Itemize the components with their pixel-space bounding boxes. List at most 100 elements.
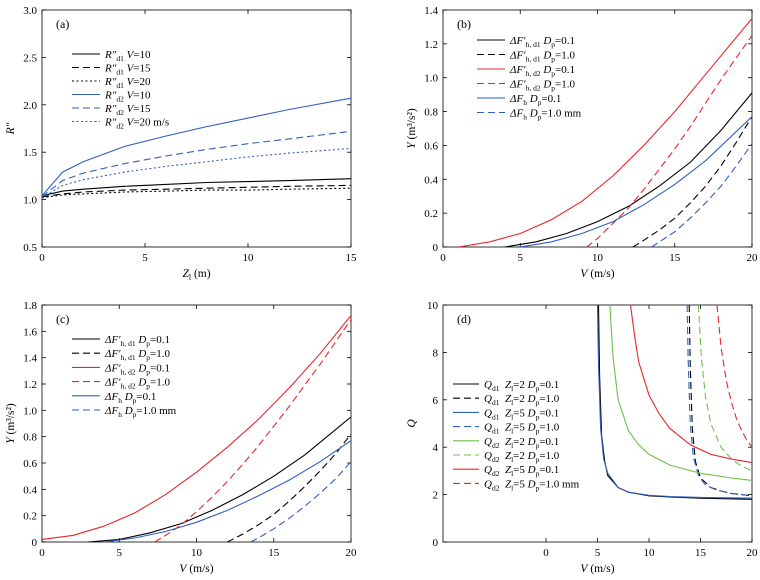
text-part: d2: [492, 483, 500, 492]
panel-c: 0 5 10 15 20 0 0.2 0.4 0.6 0.8 1.0 1.2 1.4 1.6 1.8 (c) V…: [5, 300, 357, 575]
text-part: =0.1: [539, 379, 559, 391]
legend-entry: R″d2 V=10: [104, 90, 151, 104]
legend-entry: ΔF′h, d2 Dp=0.1: [104, 362, 170, 376]
series-line-3: [42, 315, 351, 540]
y-tick-label: 1.0: [23, 405, 37, 417]
text-part: p: [536, 384, 540, 393]
text-part: =20: [133, 76, 151, 88]
x-tick-label: 15: [346, 252, 358, 264]
text-part: =0.1: [539, 436, 559, 448]
legend-entry: Qd2 Zl=2 Dp=0.1: [484, 436, 559, 450]
series-line-8: [716, 305, 752, 448]
y-tick-label: 0.2: [424, 208, 438, 220]
text-part: h, d2: [526, 84, 541, 93]
text-part: V: [124, 90, 135, 102]
text-part: Z: [499, 379, 512, 391]
text-part: =1.0: [555, 79, 575, 91]
text-part: h, d1: [121, 339, 136, 348]
text-part: D: [525, 450, 536, 462]
text-part: Z: [499, 464, 512, 476]
text-part: V: [179, 563, 188, 575]
text-part: d2: [116, 95, 124, 104]
text-part: Q: [406, 419, 418, 428]
text-part: V: [124, 49, 135, 61]
text-part: d2: [492, 469, 500, 478]
panel-a: 0 5 10 150.51.01.52.02.53.0(a)Zl (m)R″R″d1 …: [5, 5, 357, 282]
y-axis-label: Y (m³/s²): [406, 108, 418, 149]
x-tick-label: 10: [592, 252, 604, 264]
text-part: (m/s): [587, 268, 614, 280]
y-tick-label: 1.0: [23, 195, 37, 207]
text-part: Z: [499, 436, 512, 448]
text-part: h, d1: [121, 353, 136, 362]
series-group: [596, 305, 752, 500]
text-part: =0.1: [136, 391, 156, 403]
series-line-4: [686, 305, 752, 497]
text-part: l: [511, 412, 513, 421]
text-part: Z: [499, 450, 512, 462]
text-part: l: [189, 273, 192, 282]
text-part: (m/s): [186, 563, 213, 575]
text-part: ΔF′: [509, 50, 526, 62]
text-part: ΔF′: [509, 35, 526, 47]
legend-entry: ΔF′h, d2 Dp=1.0: [104, 377, 171, 391]
legend-entry: ΔFh Dp=1.0 mm: [104, 405, 177, 419]
series-line-6: [651, 143, 752, 247]
text-part: (m/s): [587, 563, 614, 575]
text-part: (m): [191, 268, 211, 280]
text-part: =5: [513, 422, 525, 434]
legend-entry: Qd2 Zl=5 Dp=1.0 mm: [484, 478, 580, 492]
text-part: p: [133, 396, 137, 405]
text-part: =2: [513, 436, 525, 448]
text-part: R″: [104, 76, 117, 88]
legend-entry: ΔF′h, d1 Dp=1.0: [509, 50, 576, 64]
x-tick-label: 5: [518, 252, 524, 264]
text-part: D: [525, 464, 536, 476]
y-tick-label: 0.6: [424, 140, 438, 152]
legend-entry: Qd1 Zl=2 Dp=0.1: [484, 379, 559, 393]
x-tick-label: 5: [595, 547, 601, 559]
panel-label: (d): [457, 312, 471, 326]
x-tick-label: 0: [39, 547, 45, 559]
text-part: D: [122, 405, 133, 417]
x-tick-label: 10: [644, 547, 656, 559]
series-line-6: [42, 147, 351, 199]
text-part: Z: [499, 393, 512, 405]
x-tick-label: 5: [142, 252, 148, 264]
legend-entry: ΔF′h, d1 Dp=1.0: [104, 348, 171, 362]
text-part: D: [527, 93, 538, 105]
text-part: Q: [484, 478, 492, 490]
y-tick-label: 6: [433, 395, 439, 407]
text-part: =20 m/s: [133, 117, 169, 129]
y-tick-label: 1.2: [23, 379, 37, 391]
y-tick-label: 0: [32, 537, 38, 549]
text-part: =1.0: [150, 348, 170, 360]
legend-entry: Qd1 Zl=2 Dp=1.0: [484, 393, 560, 407]
legend-entry: ΔF′h, d2 Dp=0.1: [509, 64, 575, 78]
text-part: h, d1: [526, 40, 541, 49]
text-part: =1.0: [150, 377, 170, 389]
y-axis-label: Q: [406, 419, 418, 428]
x-tick-label: 0: [543, 547, 549, 559]
series-line-2: [688, 305, 752, 497]
text-part: =10: [133, 49, 151, 61]
text-part: =10: [133, 90, 151, 102]
x-axis-label: Zl (m): [182, 268, 210, 282]
text-part: D: [525, 422, 536, 434]
text-part: R″: [5, 122, 17, 135]
text-part: d1: [492, 398, 500, 407]
series-group: [42, 315, 351, 542]
legend-entry: R″d2 V=20 m/s: [104, 117, 169, 131]
text-part: p: [536, 483, 540, 492]
text-part: h: [523, 98, 527, 107]
text-part: p: [536, 469, 540, 478]
y-tick-label: 1.5: [23, 147, 37, 159]
text-part: ΔF′: [104, 348, 121, 360]
text-part: p: [146, 382, 150, 391]
text-part: ΔF: [509, 93, 523, 105]
text-part: Q: [484, 422, 492, 434]
x-tick-label: 20: [747, 547, 759, 559]
text-part: =2: [513, 450, 525, 462]
text-part: Q: [484, 464, 492, 476]
